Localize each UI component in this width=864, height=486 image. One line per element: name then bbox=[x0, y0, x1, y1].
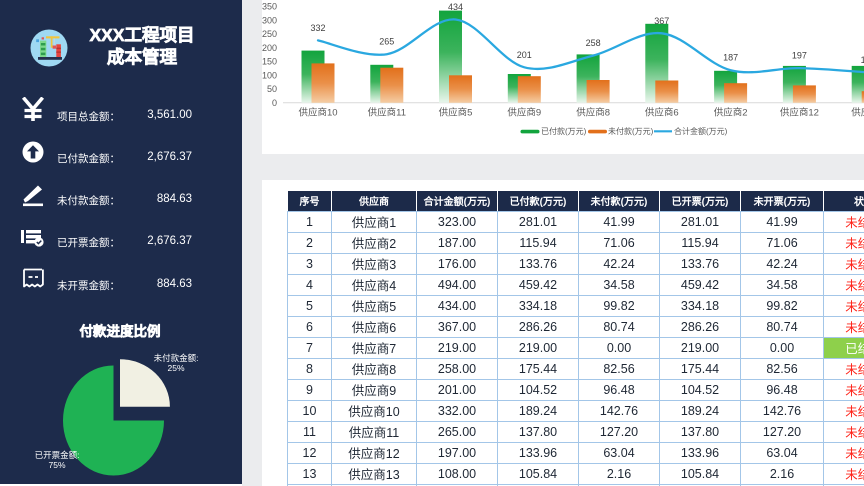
svg-text:250: 250 bbox=[262, 29, 277, 39]
svg-text:合计金额(万元): 合计金额(万元) bbox=[674, 126, 728, 136]
svg-text:200: 200 bbox=[262, 43, 277, 53]
svg-text:供应商9: 供应商9 bbox=[507, 107, 541, 119]
svg-text:265: 265 bbox=[379, 37, 394, 47]
svg-text:176: 176 bbox=[861, 55, 864, 65]
svg-text:332: 332 bbox=[310, 23, 325, 33]
svg-text:350: 350 bbox=[262, 2, 277, 12]
svg-text:300: 300 bbox=[262, 15, 277, 25]
svg-text:供应商3: 供应商3 bbox=[851, 107, 864, 119]
svg-text:50: 50 bbox=[267, 84, 277, 94]
svg-text:供应商6: 供应商6 bbox=[645, 107, 679, 119]
svg-text:供应商8: 供应商8 bbox=[576, 107, 610, 119]
svg-text:供应商10: 供应商10 bbox=[298, 107, 337, 119]
svg-text:367: 367 bbox=[654, 16, 669, 26]
svg-text:供应商2: 供应商2 bbox=[714, 107, 748, 119]
svg-text:供应商5: 供应商5 bbox=[439, 107, 473, 119]
svg-text:150: 150 bbox=[262, 57, 277, 67]
svg-text:197: 197 bbox=[792, 51, 807, 61]
svg-text:201: 201 bbox=[517, 50, 532, 60]
svg-text:258: 258 bbox=[586, 38, 601, 48]
svg-text:187: 187 bbox=[723, 53, 738, 63]
svg-text:0: 0 bbox=[272, 98, 277, 108]
svg-text:供应商12: 供应商12 bbox=[780, 107, 819, 119]
svg-text:434: 434 bbox=[448, 2, 463, 12]
svg-text:未付款(万元): 未付款(万元) bbox=[608, 126, 654, 136]
svg-text:供应商11: 供应商11 bbox=[368, 107, 406, 119]
svg-text:100: 100 bbox=[262, 70, 277, 80]
svg-text:已付款(万元): 已付款(万元) bbox=[541, 126, 587, 136]
